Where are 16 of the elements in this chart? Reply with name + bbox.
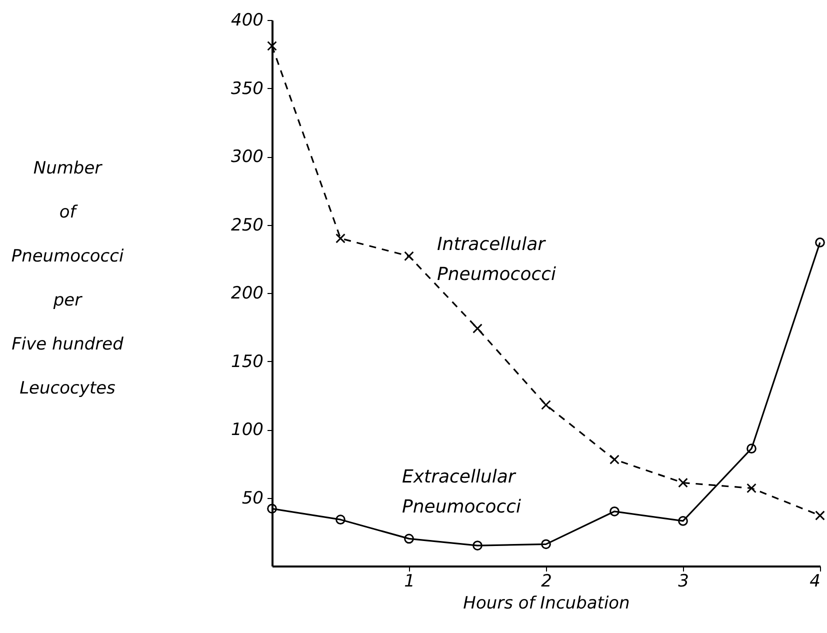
x-tick-label: 4 [810, 572, 820, 592]
y-tick-label: 200 [231, 284, 264, 304]
x-axis-title: Hours of Incubation [463, 594, 630, 614]
y-tick-label: 350 [231, 78, 264, 99]
y-tick-label: 100 [231, 420, 264, 440]
x-tick-label: 2 [541, 572, 552, 592]
y-tick-label: 50 [242, 488, 264, 508]
x-tick-label: 1 [404, 572, 415, 592]
text: Number of Pneumococci per Five hundred Leucocytes [11, 158, 124, 398]
y-tick-label: 250 [231, 215, 264, 236]
x-tick-label: 3 [678, 572, 689, 592]
series-label: Intracellular Pneumococci [437, 234, 556, 286]
series-label: Extracellular Pneumococci [402, 466, 521, 518]
y-tick-label: 300 [231, 147, 264, 167]
y-tick-label: 400 [231, 10, 264, 30]
y-tick-label: 150 [231, 352, 264, 372]
